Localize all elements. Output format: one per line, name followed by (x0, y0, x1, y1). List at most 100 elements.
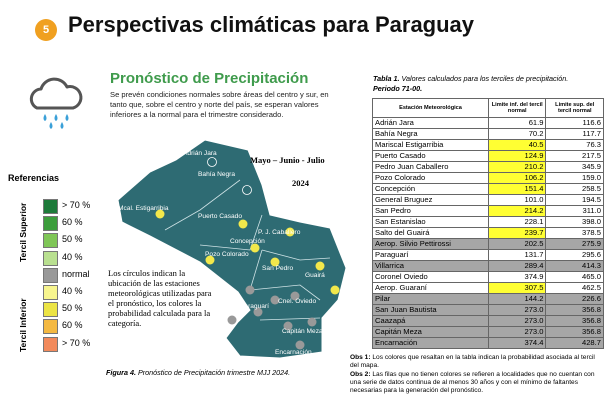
table-cell: 117.7 (545, 128, 604, 140)
legend-swatch (43, 302, 58, 318)
table-cell: 217.5 (545, 150, 604, 162)
station-markers (155, 157, 340, 350)
table-cell: 273.0 (487, 326, 547, 338)
note-label: Obs 1: (350, 354, 371, 361)
table-cell: 228.1 (487, 216, 547, 228)
table-cell: 76.3 (545, 139, 604, 151)
table-row: Puerto Casado 124.9 217.5 (372, 150, 604, 162)
map-label: P. J. Caballero (258, 229, 301, 236)
table-row: Villarrica 289.4 414.3 (372, 260, 604, 272)
caption-period: Periodo 71-00. (373, 84, 423, 93)
legend-swatch (43, 336, 58, 352)
table-cell: 414.3 (545, 260, 604, 272)
table-cell: Adrián Jara (372, 117, 489, 129)
table-cell: Caazapá (372, 315, 489, 327)
table-cell: 356.8 (545, 304, 604, 316)
table-row: Salto del Guairá 239.7 378.5 (372, 227, 604, 239)
map-label: Capitán Meza (282, 328, 323, 335)
table-cell: 273.0 (487, 315, 547, 327)
map-label: Bahía Negra (198, 171, 235, 178)
table-cell: San Pedro (372, 205, 489, 217)
table-row: Coronel Oviedo 374.9 465.0 (372, 271, 604, 283)
table-row: Concepción 151.4 258.5 (372, 183, 604, 195)
table-cell: 465.0 (545, 271, 604, 283)
section-text: Se prevén condiciones normales sobre áre… (110, 90, 329, 119)
caption-text: Valores calculados para los terciles de … (401, 74, 569, 83)
table-row: Pedro Juan Caballero 210.2 345.9 (372, 161, 604, 173)
table-cell: 356.8 (545, 326, 604, 338)
table-cell: 311.0 (545, 205, 604, 217)
table-cell: 151.4 (487, 183, 547, 195)
rain-icon (29, 77, 83, 129)
map-label: Mcal. Estigarribia (118, 205, 169, 212)
table-cell: San Estanislao (372, 216, 489, 228)
table-cell: Villarrica (372, 260, 489, 272)
table-row: Aerop. Guaraní 307.5 462.5 (372, 282, 604, 294)
table-cell: 124.9 (487, 150, 547, 162)
table-cell: 289.4 (487, 260, 547, 272)
map-label: Encarnación (275, 349, 312, 356)
table-cell: 345.9 (545, 161, 604, 173)
table-cell: 356.8 (545, 315, 604, 327)
table-cell: Concepción (372, 183, 489, 195)
table-cell: 258.5 (545, 183, 604, 195)
legend-group: Tercil Superior (18, 202, 28, 262)
caption-text: Pronóstico de Precipitación trimestre MJ… (137, 368, 291, 377)
table-cell: Coronel Oviedo (372, 271, 489, 283)
legend-label: normal (62, 268, 90, 279)
forecast-period: Mayo – Junio - Julio (250, 155, 325, 165)
table-row: San Juan Bautista 273.0 356.8 (372, 304, 604, 316)
legend-label: 60 % (62, 320, 83, 331)
column-header: Limite inf. del tercil normal (487, 98, 547, 118)
column-header: Limite sup. del tercil normal (545, 98, 604, 118)
table-cell: 210.2 (487, 161, 547, 173)
table-cell: Aerop. Guaraní (372, 282, 489, 294)
legend-swatch (43, 319, 58, 335)
table-row: San Pedro 214.2 311.0 (372, 205, 604, 217)
table-cell: 374.4 (487, 337, 547, 349)
legend-swatch (43, 233, 58, 249)
table-cell: Encarnación (372, 337, 489, 349)
legend-swatch (43, 285, 58, 300)
section-badge: 5 (35, 19, 57, 41)
table-cell: 214.2 (487, 205, 547, 217)
table-row: Mariscal Estigarribia 40.5 76.3 (372, 139, 604, 151)
table-cell: Salto del Guairá (372, 227, 489, 239)
table-cell: 101.0 (487, 194, 547, 206)
note-text: Las filas que no tienen colores se refie… (350, 370, 595, 395)
table-cell: Aerop. Silvio Pettirossi (372, 238, 489, 250)
table-cell: Mariscal Estigarribia (372, 139, 489, 151)
legend-label: 60 % (62, 217, 83, 228)
note-text: Los colores que resaltan en la tabla ind… (350, 354, 595, 370)
column-header: Estación Meteorológica (372, 98, 489, 118)
table-row: Paraguarí 131.7 295.6 (372, 249, 604, 261)
map-label: Pozo Colorado (205, 251, 249, 258)
table-row: Encarnación 374.4 428.7 (372, 337, 604, 349)
table-cell: 226.6 (545, 293, 604, 305)
caption-label: Figura 4. (106, 368, 136, 377)
map-label: Adrián Jara (183, 150, 217, 157)
table-row: Capitán Meza 273.0 356.8 (372, 326, 604, 338)
forecast-year: 2024 (292, 178, 309, 188)
table-cell: Bahía Negra (372, 128, 489, 140)
table-cell: 61.9 (487, 117, 547, 129)
map-label: Guairá (305, 272, 325, 279)
table-cell: 462.5 (545, 282, 604, 294)
note-label: Obs 2: (350, 370, 371, 378)
table-row: Aerop. Silvio Pettirossi 202.5 275.9 (372, 238, 604, 250)
table-cell: 194.5 (545, 194, 604, 206)
table-cell: Capitán Meza (372, 326, 489, 338)
table-cell: 275.9 (545, 238, 604, 250)
table-cell: 273.0 (487, 304, 547, 316)
table-cell: 202.5 (487, 238, 547, 250)
table-row: Caazapá 273.0 356.8 (372, 315, 604, 327)
table-cell: 159.0 (545, 172, 604, 184)
table-caption: Tabla 1. Valores calculados para los ter… (373, 74, 598, 94)
table-cell: 70.2 (487, 128, 547, 140)
table-row: Adrián Jara 61.9 116.6 (372, 117, 604, 129)
table-cell: 40.5 (487, 139, 547, 151)
section-title: Pronóstico de Precipitación (110, 70, 309, 87)
table-cell: 116.6 (545, 117, 604, 129)
legend-label: 40 % (62, 286, 83, 296)
